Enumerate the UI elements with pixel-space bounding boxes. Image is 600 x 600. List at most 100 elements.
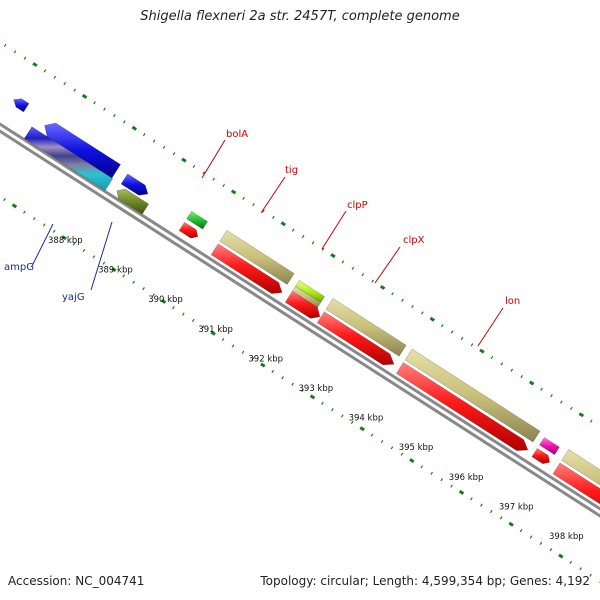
tick-mark xyxy=(500,362,504,366)
tick-mark xyxy=(539,541,543,545)
tick-mark xyxy=(93,101,96,105)
tick-mark xyxy=(291,228,295,232)
tick-mark xyxy=(92,255,96,259)
tick-mark xyxy=(280,221,286,227)
tick-mark xyxy=(131,125,137,131)
ruler-label: 389 kbp xyxy=(98,266,133,276)
tick-mark xyxy=(73,88,76,92)
tick-mark xyxy=(212,177,216,181)
tick-mark xyxy=(411,304,414,309)
tick-mark xyxy=(421,311,424,315)
tick-mark xyxy=(458,489,465,495)
lon-gene-red[interactable] xyxy=(395,362,529,451)
tick-mark xyxy=(251,357,255,361)
tick-mark xyxy=(589,419,593,423)
gene-label-bolA[interactable]: bolA xyxy=(226,129,248,140)
tick-mark xyxy=(450,330,454,334)
tick-mark xyxy=(221,337,225,342)
tick-mark xyxy=(579,567,583,571)
tick-mark xyxy=(210,330,216,336)
ruler-label: 393 kbp xyxy=(299,384,334,394)
tick-mark xyxy=(81,93,88,99)
tick-mark xyxy=(401,298,404,302)
tick-mark xyxy=(569,560,573,565)
gene-label-ampG[interactable]: ampG xyxy=(4,262,34,273)
gene-blue-small[interactable] xyxy=(120,173,149,196)
gene-label-yajG[interactable]: yajG xyxy=(62,292,85,303)
tick-mark xyxy=(341,260,345,264)
ruler-label: 392 kbp xyxy=(248,354,283,364)
leader-line-yajG xyxy=(90,221,113,291)
tick-mark xyxy=(420,465,424,469)
tick-mark xyxy=(321,401,324,405)
tick-mark xyxy=(192,164,196,169)
gene-pink[interactable] xyxy=(539,436,560,456)
tick-mark xyxy=(53,75,57,79)
outer-tick-ring xyxy=(3,43,600,429)
clpX-gene-red[interactable] xyxy=(284,290,321,319)
tick-mark xyxy=(301,388,304,393)
tick-mark xyxy=(519,529,523,533)
gene-red-small[interactable] xyxy=(531,447,551,465)
tick-mark xyxy=(132,280,135,284)
tick-mark xyxy=(371,279,375,283)
gene-label-clpX[interactable]: clpX xyxy=(403,235,425,246)
tick-mark xyxy=(311,241,315,245)
tick-mark xyxy=(252,203,255,207)
tick-mark xyxy=(510,368,514,372)
tig-gene-red[interactable] xyxy=(210,243,283,294)
ruler-label: 390 kbp xyxy=(148,295,183,305)
tick-mark xyxy=(540,387,543,391)
leader-line-lon xyxy=(477,307,504,347)
tick-mark xyxy=(42,223,46,227)
tick-mark xyxy=(182,312,185,316)
gene-red-right[interactable] xyxy=(552,462,600,525)
tick-mark xyxy=(390,446,394,450)
ruler-label: 398 kbp xyxy=(549,532,584,542)
leader-line-tig xyxy=(260,176,286,214)
tick-mark xyxy=(231,344,235,348)
gene-label-lon[interactable]: lon xyxy=(505,296,520,307)
tick-mark xyxy=(440,324,444,328)
yajG-gene-bar[interactable] xyxy=(116,188,150,215)
tick-mark xyxy=(321,247,325,251)
tick-mark xyxy=(142,133,146,137)
tick-mark xyxy=(123,120,126,124)
tig-gene-bar[interactable] xyxy=(219,229,295,285)
gene-label-clpP[interactable]: clpP xyxy=(347,200,368,211)
tick-mark xyxy=(460,336,464,340)
lon-gene-bar[interactable] xyxy=(404,348,541,443)
tick-mark xyxy=(370,433,374,437)
tick-mark xyxy=(61,235,67,241)
tick-mark xyxy=(23,210,26,214)
tick-mark xyxy=(479,348,485,354)
tick-mark xyxy=(528,380,535,386)
tick-mark xyxy=(550,394,553,398)
bolA-gene-red[interactable] xyxy=(178,221,199,239)
genome-backbone xyxy=(0,122,600,518)
tick-mark xyxy=(63,82,67,86)
tick-mark xyxy=(558,553,564,559)
gene-khaki-right[interactable] xyxy=(561,449,600,516)
tick-mark xyxy=(260,362,266,368)
tick-mark xyxy=(440,478,443,482)
ruler-label: 396 kbp xyxy=(449,473,484,483)
genome-summary: Topology: circular; Length: 4,599,354 bp… xyxy=(260,574,590,588)
tick-mark xyxy=(142,287,145,291)
feature-track xyxy=(13,98,600,525)
tick-mark xyxy=(13,50,17,54)
clpX-gene-bar[interactable] xyxy=(325,297,407,357)
clpX-gene-red-long[interactable] xyxy=(316,311,395,366)
leader-line-ampG xyxy=(31,223,54,267)
gene-block-edge-blue[interactable] xyxy=(13,98,30,113)
tick-mark xyxy=(508,521,514,527)
ampG-gene-bar[interactable] xyxy=(44,122,121,179)
tick-mark xyxy=(480,503,483,507)
tick-mark xyxy=(201,325,205,329)
gene-label-tig[interactable]: tig xyxy=(285,165,298,176)
ampG-gene-stripe[interactable] xyxy=(23,126,114,191)
tick-mark xyxy=(578,412,585,418)
tick-mark xyxy=(340,414,344,418)
tick-mark xyxy=(162,145,166,149)
bolA-gene-bar[interactable] xyxy=(186,210,208,230)
